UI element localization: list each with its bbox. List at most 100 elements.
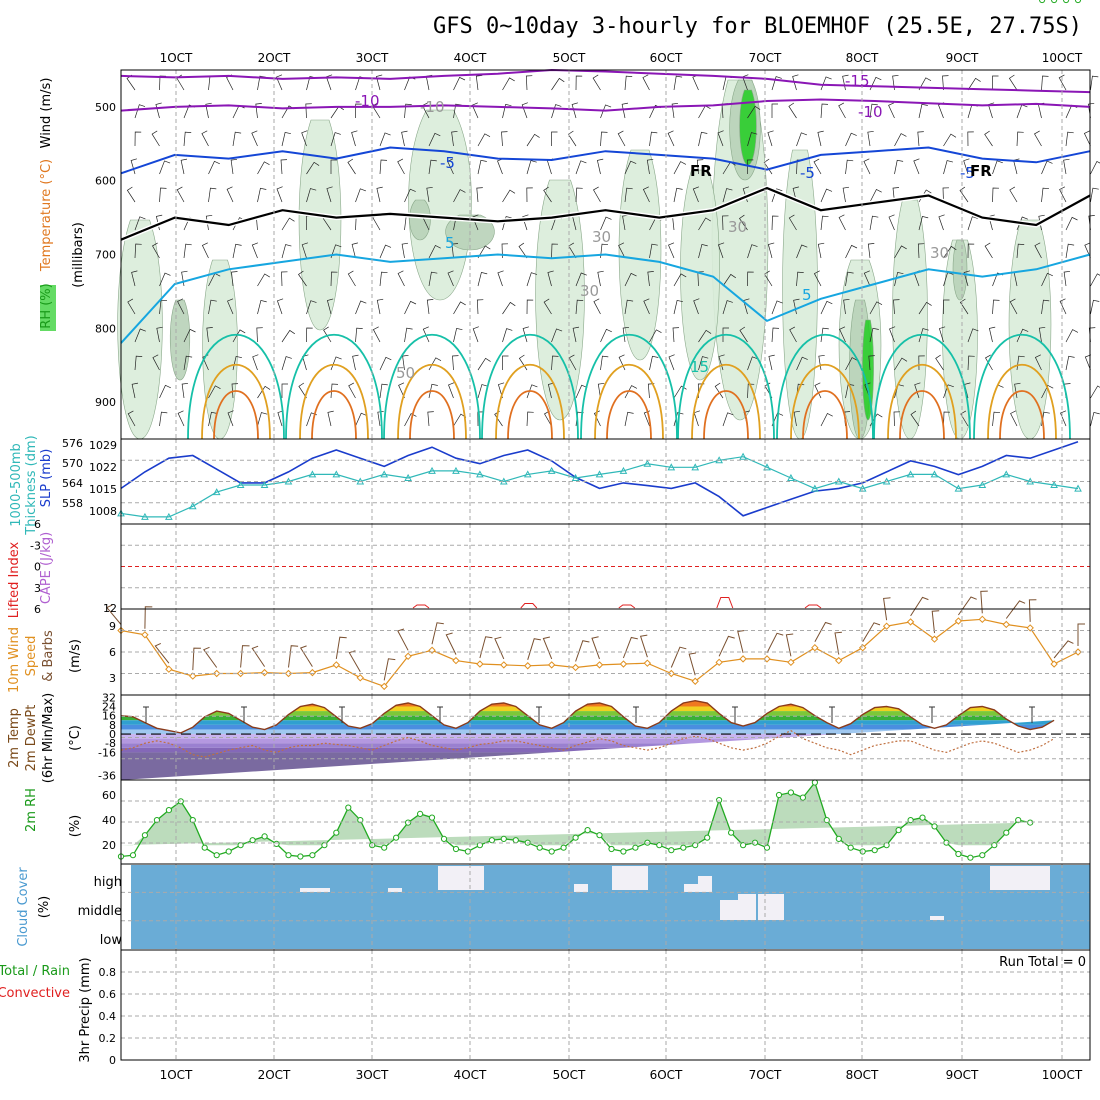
lifted-index-spike <box>618 604 636 609</box>
upper-wind-barb <box>894 271 904 287</box>
contour-label: 15 <box>690 358 709 376</box>
temperature-tick-label: 32 <box>102 691 116 704</box>
rh2m-point <box>1027 819 1034 826</box>
surface-wind-barb <box>479 636 493 659</box>
upper-wind-barb <box>624 385 638 399</box>
upper-wind-barb <box>131 270 138 287</box>
thickness-point <box>739 452 747 460</box>
rh-light-area <box>680 169 720 381</box>
lifted-index-spike <box>716 597 734 609</box>
upper-wind-barb <box>722 412 734 427</box>
upper-wind-barb <box>176 186 185 203</box>
thickness-point <box>858 484 867 492</box>
upper-wind-barb <box>428 132 441 147</box>
thickness-point <box>1074 484 1082 492</box>
upper-wind-barb <box>796 132 808 147</box>
upper-wind-barb <box>205 102 212 119</box>
upper-wind-barb <box>771 76 782 91</box>
upper-wind-barb <box>1016 216 1028 231</box>
upper-wind-barb <box>277 410 284 427</box>
contour-label: -10 <box>858 103 883 121</box>
upper-wind-barb <box>252 354 259 371</box>
upper-wind-barb <box>673 75 683 91</box>
thickness-point <box>595 470 604 478</box>
upper-wind-barb <box>967 243 975 259</box>
rh2m-point <box>596 832 603 839</box>
upper-wind-barb <box>526 411 534 427</box>
upper-wind-barb <box>1065 355 1075 371</box>
wind-units-label: (m/s) <box>68 639 83 673</box>
upper-wind-barb <box>1084 354 1092 371</box>
cloud-gap <box>684 884 698 892</box>
date-tick-top: 2OCT <box>258 51 291 65</box>
cape-axis-label: CAPE (J/kg) <box>39 532 54 604</box>
wind10m-axis-label: 10m Wind <box>7 627 22 693</box>
rh2m-point <box>153 817 160 824</box>
rh2m-line <box>120 781 1031 859</box>
surface-wind-barb <box>288 645 299 668</box>
upper-wind-barb <box>624 160 637 175</box>
upper-wind-barb <box>355 188 367 203</box>
upper-wind-barb <box>152 242 160 259</box>
slp-tick-label: 1015 <box>89 483 117 496</box>
upper-wind-barb <box>375 74 383 91</box>
upper-wind-barb <box>155 102 162 119</box>
upper-wind-barb <box>575 299 584 315</box>
upper-wind-barb <box>497 270 504 287</box>
upper-wind-barb <box>842 186 850 203</box>
upper-wind-barb <box>1041 75 1049 91</box>
thickness-point <box>452 466 460 474</box>
upper-wind-barb <box>796 271 804 287</box>
upper-wind-barb <box>475 75 483 91</box>
upper-wind-barb <box>347 270 356 287</box>
upper-wind-barb <box>183 243 192 259</box>
wind-speed-point <box>667 669 676 678</box>
upper-wind-barb <box>156 326 163 343</box>
temp2m-axis-label: 2m Temp <box>7 708 22 768</box>
warm-isotherm-loop <box>790 364 860 440</box>
upper-wind-barb <box>622 326 630 343</box>
upper-wind-barb <box>668 354 675 371</box>
upper-wind-barb <box>251 242 259 259</box>
precip-tick-label: 0.4 <box>99 1010 117 1023</box>
upper-wind-barb <box>893 299 900 315</box>
upper-wind-barb <box>1090 187 1099 203</box>
upper-wind-barb <box>647 271 654 287</box>
upper-wind-barb <box>888 214 895 231</box>
upper-wind-barb <box>1041 187 1050 203</box>
upper-wind-barb <box>522 326 529 343</box>
upper-wind-barb <box>306 300 317 315</box>
upper-wind-barb <box>845 357 858 371</box>
rh2m-tick-label: 60 <box>102 789 116 802</box>
upper-wind-barb <box>1041 160 1053 175</box>
wind-speed-point <box>524 662 532 670</box>
rh2m-point <box>428 814 436 821</box>
upper-wind-barb <box>502 189 516 203</box>
rh2m-point <box>381 844 388 851</box>
thickness-line <box>120 456 1079 518</box>
upper-wind-barb <box>281 131 291 147</box>
surface-wind-barb <box>431 622 444 645</box>
upper-wind-barb <box>227 298 234 315</box>
upper-wind-barb <box>323 326 332 343</box>
upper-wind-barb <box>792 74 799 91</box>
rh2m-point <box>979 852 986 859</box>
upper-wind-barb <box>522 214 529 231</box>
surface-wind-barb <box>527 638 541 660</box>
rh-light-area <box>535 179 585 421</box>
upper-wind-barb <box>159 384 171 399</box>
lifted-index-tick-label: 0 <box>34 561 41 574</box>
rh2m-point <box>1063 0 1070 4</box>
upper-wind-barb <box>151 130 160 147</box>
upper-wind-barb <box>428 245 441 259</box>
upper-wind-barb <box>183 328 196 343</box>
upper-wind-barb <box>667 130 675 147</box>
rh2m-point <box>452 845 460 853</box>
upper-wind-barb <box>673 161 687 175</box>
upper-wind-barb <box>183 131 192 147</box>
lifted-index-tick-label: -6 <box>30 518 41 531</box>
thickness-point <box>141 512 149 520</box>
cloud-layer-label: middle <box>78 904 122 919</box>
rh-medium-area <box>169 299 191 381</box>
rh2m-point <box>871 847 878 854</box>
